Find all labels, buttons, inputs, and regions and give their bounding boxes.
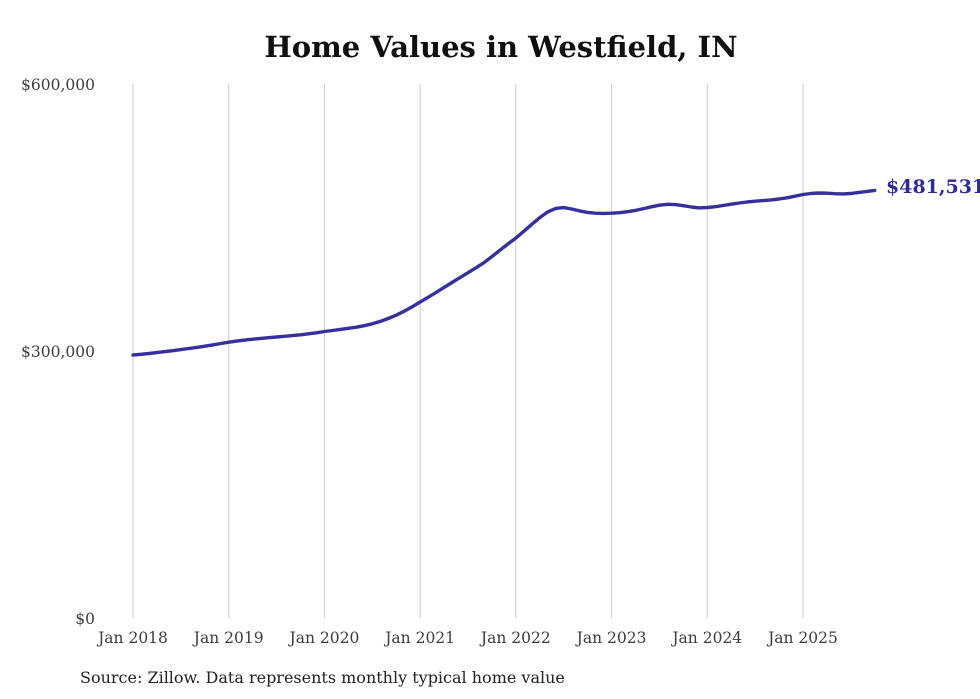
y-tick-label: $300,000 [21,343,95,361]
x-tick-label: Jan 2019 [192,629,264,647]
source-note: Source: Zillow. Data represents monthly … [80,668,565,687]
x-tick-label: Jan 2025 [766,629,838,647]
x-tick-label: Jan 2022 [479,629,551,647]
x-tick-label: Jan 2023 [575,629,647,647]
x-tick-label: Jan 2020 [288,629,360,647]
home-value-series [131,188,877,357]
y-tick-label: $0 [75,610,95,628]
x-tick-label: Jan 2021 [383,629,455,647]
x-tick-label: Jan 2024 [670,629,742,647]
y-axis-labels: $600,000 $300,000 $0 [21,76,95,628]
y-tick-label: $600,000 [21,76,95,94]
x-tick-label: Jan 2018 [96,629,168,647]
gridlines-group [132,84,804,618]
latest-value-label: $481,531 [886,176,980,198]
x-axis-labels: Jan 2018 Jan 2019 Jan 2020 Jan 2021 Jan 2022… [96,629,838,647]
home-value-line [131,188,877,357]
chart-title: Home Values in Westfield, IN [264,30,737,64]
